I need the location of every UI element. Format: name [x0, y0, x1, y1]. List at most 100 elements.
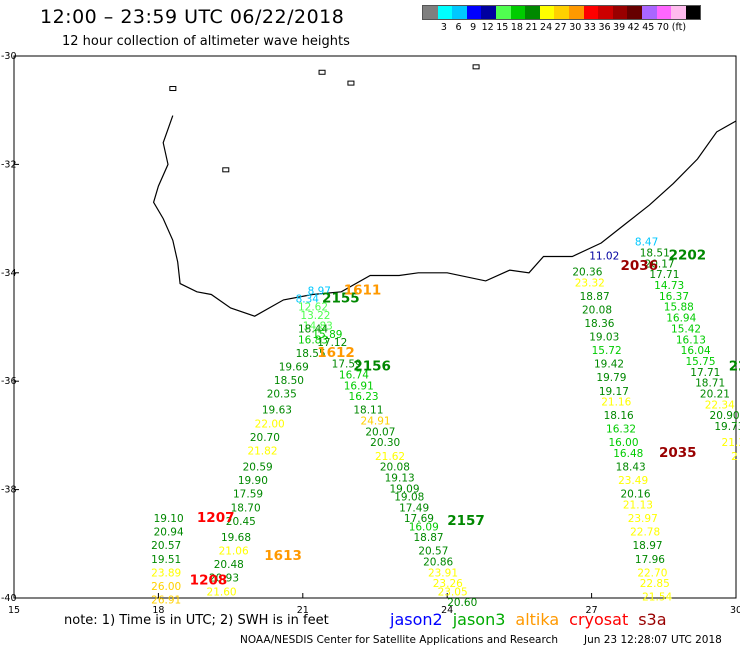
wave-height-value: 19.42 [594, 359, 624, 371]
color-scale-swatch [641, 6, 657, 19]
wave-height-value: 19.17 [599, 386, 629, 398]
legend-satellite-altika: altika [515, 610, 560, 629]
wave-height-value: 19.13 [385, 472, 415, 484]
color-scale-swatch [685, 6, 701, 19]
wave-height-value: 18.36 [584, 318, 614, 330]
wave-height-value: 18.43 [616, 462, 646, 474]
color-scale-swatch [656, 6, 672, 19]
pass-time-label: 2036 [620, 258, 658, 274]
coastline-path [152, 115, 737, 317]
color-scale-swatch [481, 6, 496, 19]
wave-height-value: 20.48 [214, 559, 244, 571]
wave-height-value: 22.34 [705, 399, 735, 411]
color-scale-swatch [554, 6, 569, 19]
wave-height-value: 26.00 [151, 581, 181, 593]
color-scale-label: 15 [496, 22, 509, 33]
color-scale-label: 36 [598, 22, 611, 33]
color-scale-label: 30 [569, 22, 582, 33]
wave-height-value: 23.91 [428, 567, 458, 579]
wave-height-value: 18.50 [274, 375, 304, 387]
wave-height-value: 2 [731, 451, 738, 463]
wave-height-value: 23.49 [618, 475, 648, 487]
wave-height-value: 19.08 [394, 491, 424, 503]
wave-height-value: 23.97 [628, 513, 658, 525]
wave-height-value: 18.87 [414, 532, 444, 544]
wave-height-value: 17.71 [690, 367, 720, 379]
color-scale-label: 9 [470, 22, 477, 33]
pass-time-label: 2155 [322, 291, 360, 307]
legend-satellite-s3a: s3a [638, 610, 667, 629]
wave-height-value: 18.71 [695, 378, 725, 390]
wave-height-value: 17.49 [399, 502, 429, 514]
y-tick-label: -30 [1, 51, 17, 62]
wave-height-value: 16.09 [409, 521, 439, 533]
pass-time-label: 2035 [659, 445, 697, 461]
color-scale-swatch [539, 6, 555, 19]
wave-height-value: 14.73 [654, 280, 684, 292]
wave-height-value: 18.97 [633, 540, 663, 552]
units-note: note: 1) Time is in UTC; 2) SWH is in fe… [64, 613, 329, 628]
wave-height-value: 15.42 [671, 323, 701, 335]
wave-height-value: 19.51 [151, 554, 181, 566]
wave-height-value: 15.88 [664, 302, 694, 314]
wave-height-value: 20.08 [582, 304, 612, 316]
color-scale-label: 70 [656, 22, 669, 33]
wave-height-value: 23.32 [575, 277, 605, 289]
island-outline [318, 69, 326, 75]
wave-height-value: 16.91 [344, 380, 374, 392]
wave-height-value: 21.06 [219, 546, 249, 558]
wave-height-value: 17.69 [404, 513, 434, 525]
wave-height-value: 15.75 [685, 356, 715, 368]
wave-height-value: 8.97 [308, 285, 331, 297]
wave-height-value: 21.60 [207, 586, 237, 598]
color-scale-swatch [423, 6, 438, 19]
wave-height-value: 8.47 [635, 237, 658, 249]
map-subtitle: 12 hour collection of altimeter wave hei… [62, 34, 350, 49]
wave-height-value: 22.78 [630, 527, 660, 539]
wave-height-value: 16.13 [676, 334, 706, 346]
wave-height-value: 21.13 [623, 500, 653, 512]
wave-height-value: 12.62 [298, 302, 328, 314]
wave-height-value: 20.08 [380, 462, 410, 474]
wave-height-value: 23.05 [438, 586, 468, 598]
color-scale-labels: 3 6 9 12 15 18 21 24 27 30 33 36 39 42 45 70 (ft) [422, 22, 740, 36]
wave-height-value: 17.12 [317, 337, 347, 349]
wave-height-value: 18.87 [580, 291, 610, 303]
wave-height-value: 22.70 [637, 567, 667, 579]
wave-height-value: 11.02 [589, 250, 619, 262]
wave-height-value: 16.37 [659, 291, 689, 303]
wave-height-value: 17.59 [332, 359, 362, 371]
color-scale-label: 45 [642, 22, 655, 33]
wave-height-value: 16.94 [666, 313, 696, 325]
wave-height-value: 19.68 [221, 532, 251, 544]
wave-height-value: 19.90 [238, 475, 268, 487]
wave-height-value: 20.60 [447, 597, 477, 609]
wave-height-value: 20.70 [250, 432, 280, 444]
wave-height-value: 19.79 [596, 372, 626, 384]
wave-height-value: 20.57 [418, 546, 448, 558]
pass-time-label: 2157 [447, 513, 485, 529]
wave-height-value: 22.85 [640, 578, 670, 590]
x-tick-label: 27 [586, 605, 598, 616]
color-scale-unit: (ft) [671, 22, 687, 33]
wave-height-value: 16.83 [298, 334, 328, 346]
wave-height-value: 19.03 [589, 332, 619, 344]
y-tick-label: -38 [1, 485, 17, 496]
wave-height-value: 20.59 [243, 462, 273, 474]
wave-height-value: 18.51 [640, 248, 670, 260]
wave-height-value: 16.32 [606, 424, 636, 436]
wave-height-value: 23.89 [151, 567, 181, 579]
wave-height-value: 15.72 [592, 345, 622, 357]
credit-line: NOAA/NESDIS Center for Satellite Applica… [240, 634, 558, 646]
wave-height-value: 16.23 [349, 391, 379, 403]
legend-satellite-jason2: jason2 [390, 610, 443, 629]
wave-height-value: 19.10 [154, 513, 184, 525]
wave-height-value: 19.63 [262, 405, 292, 417]
wave-height-value: 20.45 [226, 516, 256, 528]
color-scale-label: 39 [613, 22, 626, 33]
color-scale-swatch [671, 6, 686, 19]
wave-height-value: 20.16 [620, 489, 650, 501]
wave-height-value: 14.83 [303, 321, 333, 333]
wave-height-value: 20.35 [267, 388, 297, 400]
